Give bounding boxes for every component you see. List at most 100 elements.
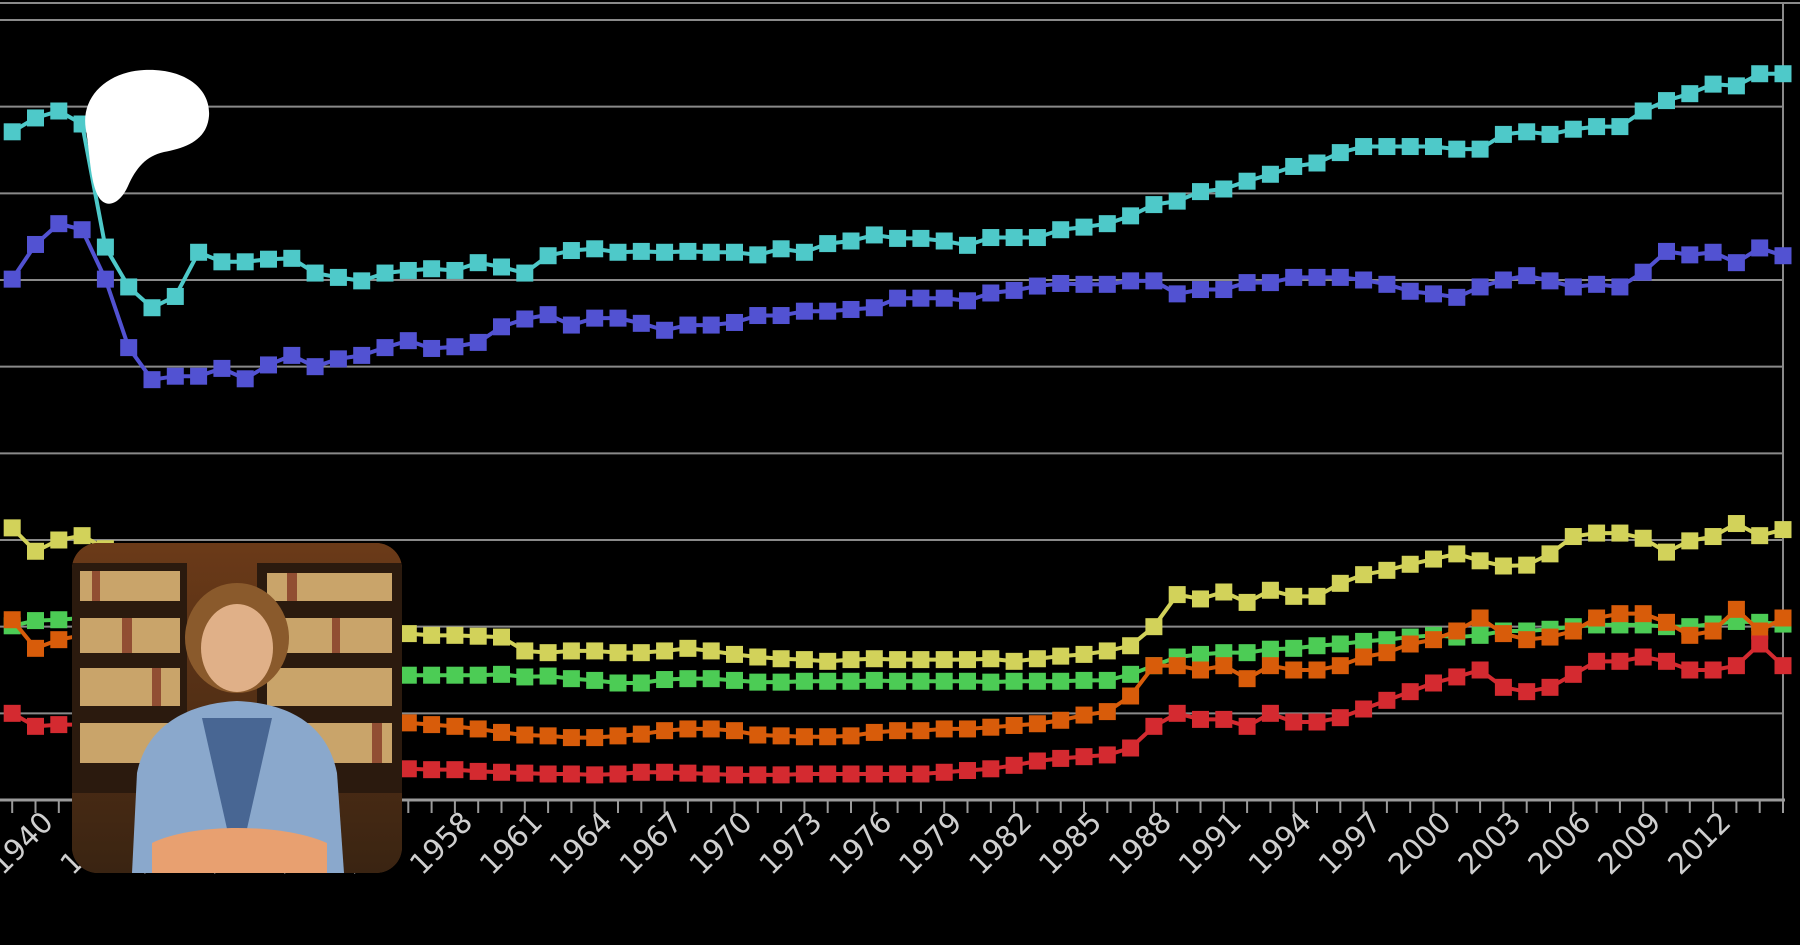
data-point bbox=[1052, 274, 1070, 292]
data-point bbox=[143, 371, 161, 389]
data-point bbox=[1122, 665, 1140, 683]
data-point bbox=[469, 762, 487, 780]
data-point bbox=[889, 722, 907, 740]
x-tick-label: 1979 bbox=[892, 805, 968, 881]
data-point bbox=[1658, 543, 1675, 561]
data-point bbox=[1471, 140, 1489, 158]
data-point bbox=[1261, 581, 1279, 599]
data-point bbox=[889, 651, 907, 669]
data-point bbox=[679, 670, 697, 688]
data-point bbox=[1098, 215, 1116, 233]
data-point bbox=[283, 346, 301, 364]
data-point bbox=[1588, 118, 1606, 136]
data-point bbox=[1471, 626, 1489, 644]
data-point bbox=[283, 249, 301, 267]
data-point bbox=[749, 307, 767, 325]
data-point bbox=[982, 760, 1000, 778]
data-point bbox=[1122, 687, 1140, 705]
data-point bbox=[1122, 739, 1140, 757]
data-point bbox=[1028, 752, 1046, 770]
data-point bbox=[679, 720, 697, 738]
data-point bbox=[656, 722, 674, 740]
data-point bbox=[1494, 271, 1512, 289]
data-point bbox=[726, 313, 743, 331]
data-point bbox=[469, 666, 487, 684]
data-point bbox=[795, 728, 813, 746]
data-point bbox=[1588, 652, 1606, 670]
data-point bbox=[982, 673, 1000, 691]
data-point bbox=[1192, 661, 1209, 679]
data-point bbox=[493, 723, 510, 741]
data-point bbox=[632, 674, 650, 692]
data-point bbox=[329, 350, 347, 368]
data-point bbox=[539, 727, 557, 745]
data-point bbox=[1005, 672, 1023, 690]
data-point bbox=[1052, 749, 1070, 767]
data-point bbox=[656, 763, 674, 781]
data-point bbox=[656, 243, 674, 261]
data-point bbox=[166, 367, 184, 385]
data-point bbox=[423, 339, 441, 357]
data-point bbox=[236, 370, 254, 388]
data-point bbox=[1145, 272, 1163, 290]
data-point bbox=[865, 650, 883, 668]
data-point bbox=[516, 668, 534, 686]
data-point bbox=[1028, 229, 1046, 247]
data-point bbox=[539, 247, 557, 265]
data-point bbox=[1075, 671, 1093, 689]
data-point bbox=[1308, 587, 1326, 605]
data-point bbox=[1518, 683, 1536, 701]
x-tick-label: 1994 bbox=[1242, 805, 1318, 881]
data-point bbox=[935, 651, 953, 669]
data-point bbox=[1261, 640, 1279, 658]
data-point bbox=[1774, 247, 1792, 265]
data-point bbox=[1401, 635, 1419, 653]
data-point bbox=[726, 766, 743, 784]
data-point bbox=[1238, 593, 1256, 611]
data-point bbox=[912, 722, 930, 740]
data-point bbox=[959, 651, 976, 669]
data-point bbox=[1285, 587, 1303, 605]
data-point bbox=[1588, 275, 1606, 293]
x-tick-label: 2000 bbox=[1382, 805, 1458, 881]
x-tick-label: 1985 bbox=[1032, 805, 1108, 881]
data-point bbox=[1308, 713, 1326, 731]
data-point bbox=[1774, 657, 1792, 675]
data-point bbox=[632, 242, 650, 260]
data-point bbox=[213, 359, 231, 377]
data-point bbox=[609, 309, 627, 327]
data-point bbox=[1355, 271, 1373, 289]
data-point bbox=[1564, 622, 1582, 640]
data-point bbox=[1401, 555, 1419, 573]
data-point bbox=[423, 716, 441, 734]
data-point bbox=[50, 716, 68, 734]
data-point bbox=[399, 760, 417, 778]
data-point bbox=[423, 626, 441, 644]
data-point bbox=[1774, 609, 1792, 627]
data-point bbox=[1471, 278, 1489, 296]
data-point bbox=[749, 726, 767, 744]
data-point bbox=[959, 720, 976, 738]
x-tick-label: 1991 bbox=[1172, 805, 1248, 881]
data-point bbox=[749, 766, 767, 784]
x-tick-label: 1988 bbox=[1102, 805, 1178, 881]
data-point bbox=[1727, 254, 1745, 272]
data-point bbox=[1331, 657, 1349, 675]
x-tick-label: 2012 bbox=[1661, 805, 1737, 881]
data-point bbox=[446, 666, 464, 684]
data-point bbox=[772, 727, 790, 745]
data-point bbox=[376, 264, 394, 282]
data-point bbox=[3, 123, 21, 141]
data-point bbox=[399, 261, 417, 279]
data-point bbox=[889, 229, 907, 247]
data-point bbox=[27, 542, 44, 560]
data-point bbox=[1145, 618, 1163, 636]
data-point bbox=[982, 650, 1000, 668]
data-point bbox=[586, 240, 604, 258]
data-point bbox=[516, 726, 534, 744]
data-point bbox=[562, 670, 580, 688]
data-point bbox=[912, 289, 930, 307]
data-point bbox=[1145, 717, 1163, 735]
data-point bbox=[1518, 123, 1536, 141]
data-point bbox=[1401, 138, 1419, 156]
